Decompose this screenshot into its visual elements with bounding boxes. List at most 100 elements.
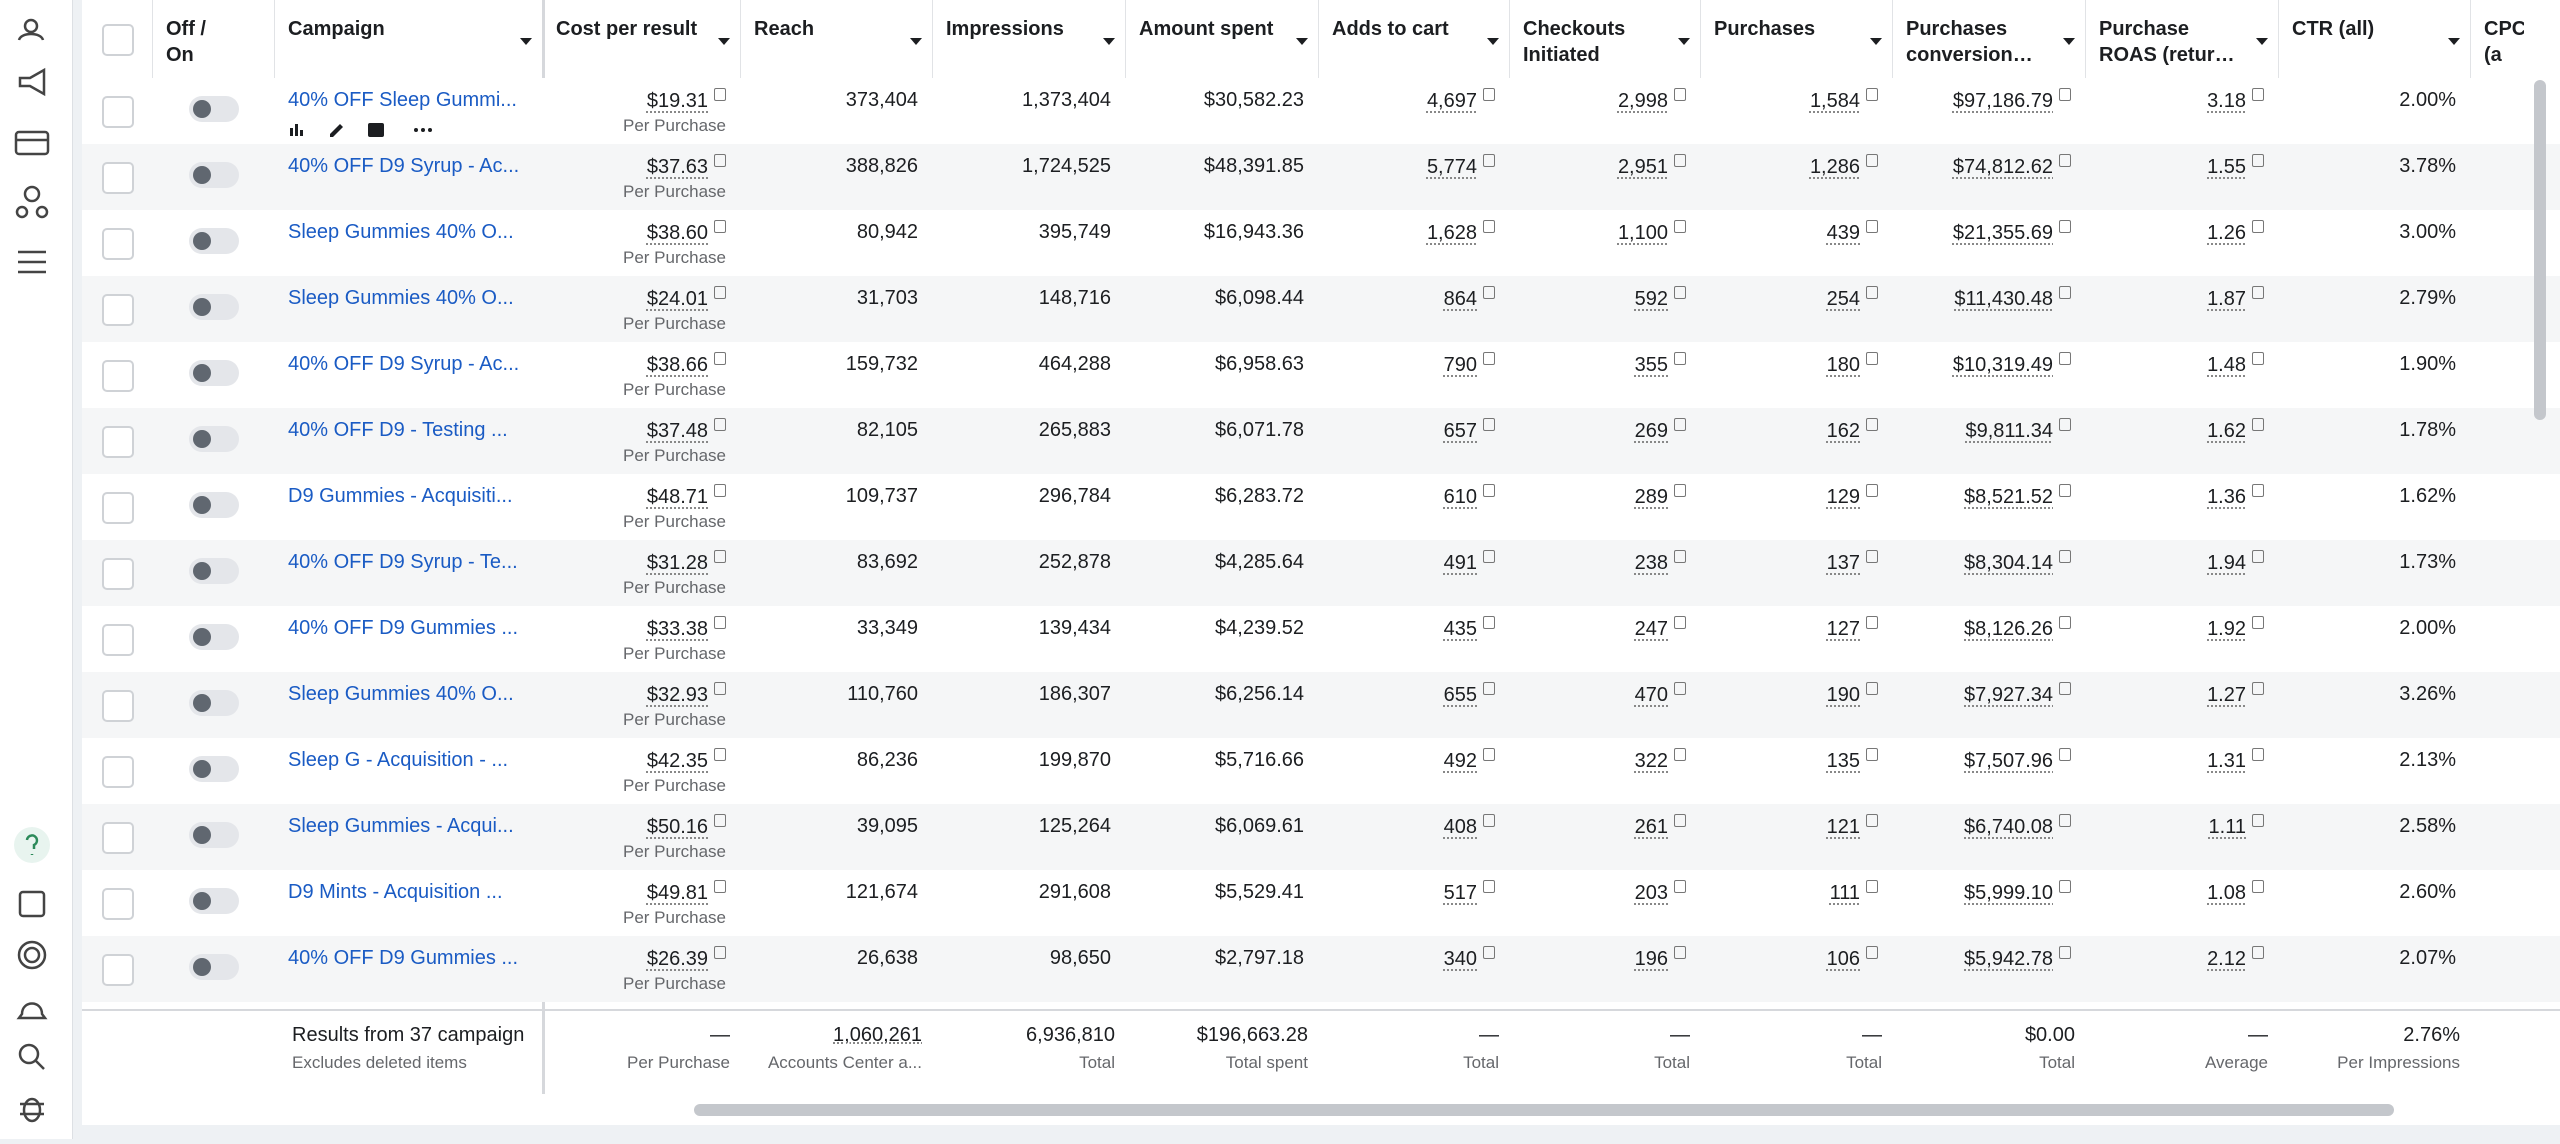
cost-label: Per Purchase	[623, 380, 726, 399]
toggle[interactable]	[189, 492, 239, 518]
cell-cost: $33.38	[647, 616, 726, 641]
row-checkbox[interactable]	[102, 558, 134, 590]
toggle[interactable]	[189, 888, 239, 914]
column-header[interactable]: Purchases conversion…	[1906, 18, 2033, 66]
table-row	[82, 870, 2560, 936]
cell-checkouts: 196	[1635, 946, 1686, 971]
table-row	[82, 672, 2560, 738]
campaign-name[interactable]: Sleep Gummies 40% O...	[288, 221, 514, 243]
campaign-name[interactable]: 40% OFF D9 - Testing ...	[288, 419, 508, 441]
column-divider	[1125, 0, 1126, 78]
cell-adds: 5,774	[1427, 154, 1495, 179]
row-checkbox[interactable]	[102, 888, 134, 920]
cell-roas: 1.08	[2207, 880, 2264, 905]
cell-adds: 610	[1444, 484, 1495, 509]
cell-roas: 1.48	[2207, 352, 2264, 377]
campaign-name[interactable]: 40% OFF D9 Gummies ...	[288, 617, 519, 639]
toggle[interactable]	[189, 954, 239, 980]
row-checkbox[interactable]	[102, 294, 134, 326]
row-actions[interactable]	[288, 118, 448, 142]
column-header[interactable]: CPC (a	[2484, 18, 2524, 66]
toggle[interactable]	[189, 756, 239, 782]
cost-label: Per Purchase	[623, 314, 726, 333]
cell-impressions: 199,870	[1038, 749, 1111, 771]
column-header[interactable]: Cost per result	[556, 18, 698, 40]
footer-sub: Accounts Center a...	[767, 1053, 922, 1072]
campaign-name[interactable]: Sleep G - Acquisition - ...	[288, 749, 509, 771]
campaign-name[interactable]: 40% OFF D9 Syrup - Ac...	[288, 155, 520, 177]
cell-ctr: 3.78%	[2399, 155, 2456, 177]
column-header[interactable]: Purchase ROAS (retur…	[2099, 18, 2235, 66]
column-header[interactable]: CTR (all)	[2292, 18, 2375, 40]
footer-value: 2.76%	[2403, 1024, 2460, 1046]
cell-purchases: 121	[1827, 814, 1878, 839]
campaign-name[interactable]: 40% OFF D9 Syrup - Ac...	[288, 353, 520, 375]
column-header[interactable]: Campaign	[288, 18, 385, 40]
row-checkbox[interactable]	[102, 96, 134, 128]
cell-impressions: 139,434	[1038, 617, 1111, 639]
row-checkbox[interactable]	[102, 162, 134, 194]
column-divider	[1892, 0, 1893, 78]
column-divider	[2085, 0, 2086, 78]
toggle[interactable]	[189, 624, 239, 650]
row-checkbox[interactable]	[102, 426, 134, 458]
toggle[interactable]	[189, 558, 239, 584]
cost-label: Per Purchase	[623, 842, 726, 861]
row-checkbox[interactable]	[102, 228, 134, 260]
campaign-name[interactable]: D9 Gummies - Acquisiti...	[288, 485, 513, 507]
cell-roas: 1.26	[2207, 220, 2264, 245]
row-checkbox[interactable]	[102, 954, 134, 986]
cell-roas: 1.94	[2207, 550, 2264, 575]
cell-impressions: 464,288	[1038, 353, 1111, 375]
cell-ctr: 1.78%	[2399, 419, 2456, 441]
row-checkbox[interactable]	[102, 360, 134, 392]
cell-adds: 790	[1444, 352, 1495, 377]
column-header[interactable]: Amount spent	[1139, 18, 1274, 40]
cell-impressions: 98,650	[1049, 947, 1111, 969]
row-checkbox[interactable]	[102, 492, 134, 524]
toggle[interactable]	[189, 162, 239, 188]
cell-amount: $6,098.44	[1215, 287, 1304, 309]
column-header[interactable]: Checkouts Initiated	[1523, 18, 1626, 66]
column-header[interactable]: Impressions	[946, 18, 1064, 40]
table-row	[82, 936, 2560, 1002]
vertical-scrollbar[interactable]	[2534, 80, 2546, 420]
column-header[interactable]: Reach	[754, 18, 815, 40]
cost-label: Per Purchase	[623, 578, 726, 597]
cell-checkouts: 247	[1635, 616, 1686, 641]
column-header[interactable]: Adds to cart	[1332, 18, 1449, 40]
footer-value: 6,936,810	[1026, 1024, 1115, 1046]
cell-cost: $38.60	[647, 220, 726, 245]
toggle[interactable]	[189, 96, 239, 122]
cell-checkouts: 269	[1635, 418, 1686, 443]
campaign-name[interactable]: 40% OFF D9 Syrup - Te...	[288, 551, 518, 573]
campaign-name[interactable]: 40% OFF Sleep Gummi...	[288, 89, 517, 111]
column-header[interactable]: Off / On	[166, 18, 206, 66]
table-row	[82, 804, 2560, 870]
row-checkbox[interactable]	[102, 624, 134, 656]
campaign-name[interactable]: Sleep Gummies 40% O...	[288, 683, 514, 705]
campaign-name[interactable]: D9 Mints - Acquisition ...	[288, 881, 503, 903]
campaign-name[interactable]: Sleep Gummies - Acqui...	[288, 815, 514, 837]
row-checkbox[interactable]	[102, 822, 134, 854]
cell-cost: $49.81	[647, 880, 726, 905]
toggle[interactable]	[189, 426, 239, 452]
column-header[interactable]: Purchases	[1714, 18, 1816, 40]
cell-cost: $42.35	[647, 748, 726, 773]
toggle[interactable]	[189, 822, 239, 848]
horizontal-scrollbar[interactable]	[694, 1104, 2394, 1116]
row-checkbox[interactable]	[102, 756, 134, 788]
toggle[interactable]	[189, 360, 239, 386]
campaign-name[interactable]: 40% OFF D9 Gummies ...	[288, 947, 519, 969]
cell-impressions: 291,608	[1038, 881, 1111, 903]
cell-checkouts: 261	[1635, 814, 1686, 839]
toggle[interactable]	[189, 690, 239, 716]
campaign-name[interactable]: Sleep Gummies 40% O...	[288, 287, 514, 309]
table-row	[82, 540, 2560, 606]
toggle[interactable]	[189, 228, 239, 254]
row-checkbox[interactable]	[102, 690, 134, 722]
toggle[interactable]	[189, 294, 239, 320]
cell-amount: $6,069.61	[1215, 815, 1304, 837]
cell-amount: $6,071.78	[1215, 419, 1304, 441]
cell-roas: 1.36	[2207, 484, 2264, 509]
